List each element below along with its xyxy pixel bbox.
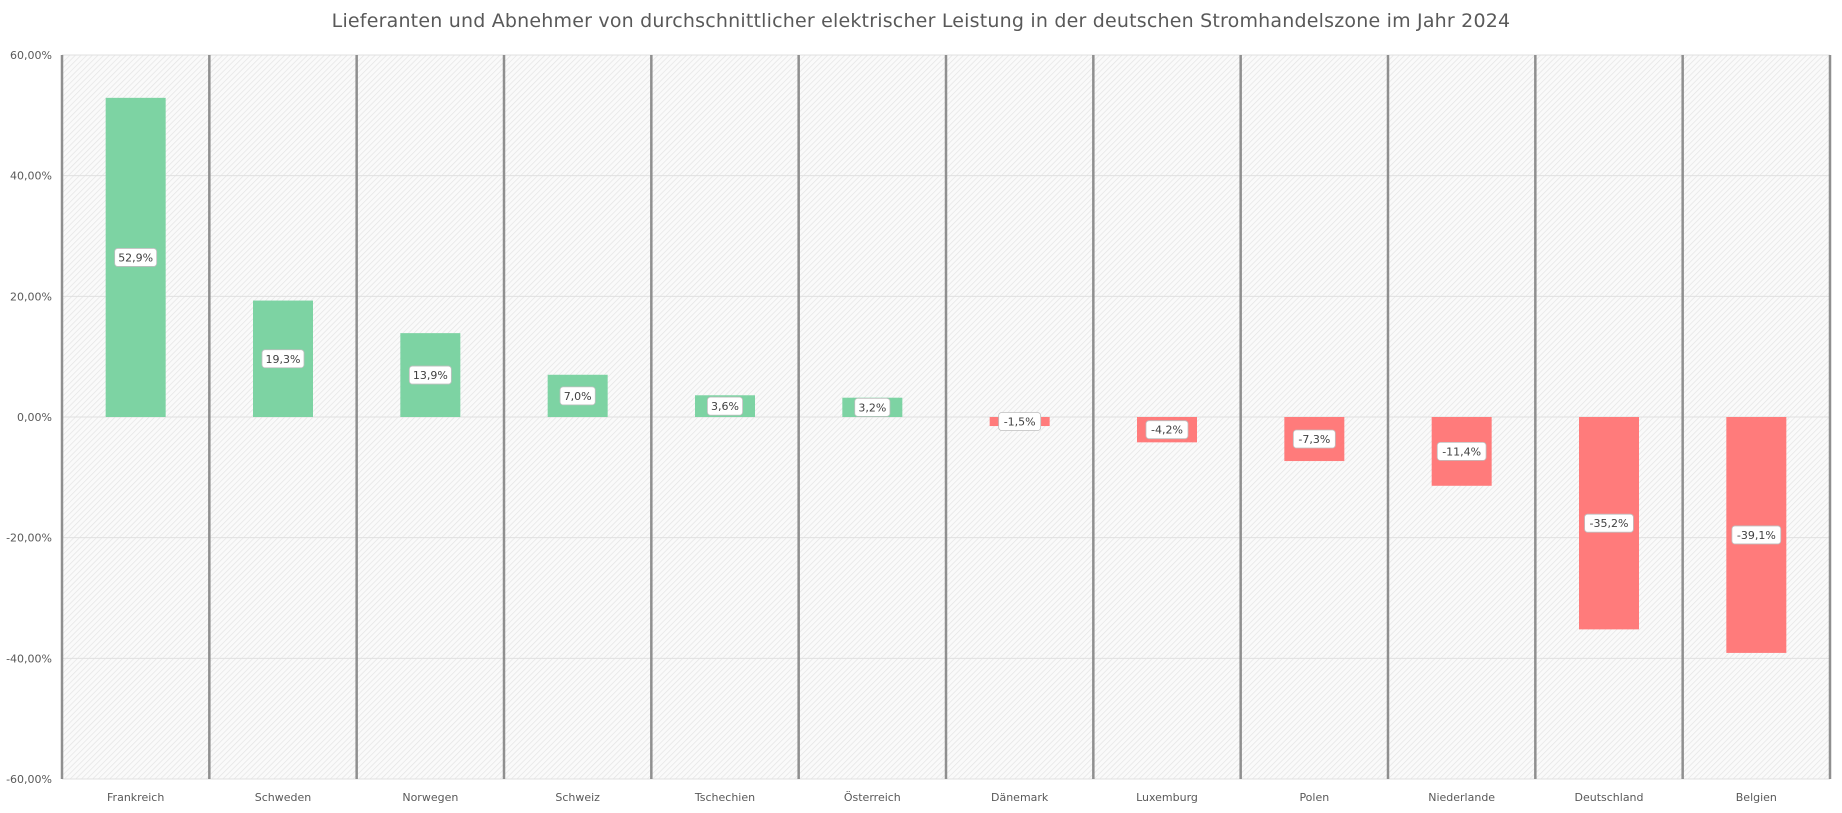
- data-label-box: [1436, 441, 1487, 461]
- data-label-box: [707, 396, 744, 416]
- data-label-box: [998, 412, 1042, 431]
- y-tick-label: -20,00%: [6, 532, 52, 545]
- x-tick-label: Niederlande: [1428, 791, 1495, 804]
- data-label: 52,9%: [118, 251, 153, 264]
- data-label: -4,2%: [1151, 424, 1183, 437]
- x-tick-label: Österreich: [844, 791, 901, 804]
- chart-title: Lieferanten und Abnehmer von durchschnit…: [331, 10, 1511, 32]
- data-label-box: [1292, 429, 1336, 449]
- x-tick-label: Frankreich: [107, 791, 164, 804]
- data-label: -1,5%: [1004, 416, 1036, 429]
- y-tick-label: 40,00%: [10, 170, 52, 183]
- data-label: 3,6%: [711, 400, 739, 413]
- data-label: -35,2%: [1590, 517, 1629, 530]
- y-tick-label: -60,00%: [6, 773, 52, 786]
- y-tick-label: 20,00%: [10, 290, 52, 303]
- data-label-box: [854, 397, 891, 417]
- x-tick-label: Schweiz: [555, 791, 600, 804]
- data-label-box: [1584, 513, 1634, 533]
- data-label: 7,0%: [564, 390, 592, 403]
- x-tick-label: Belgien: [1736, 791, 1777, 804]
- data-label: -7,3%: [1298, 433, 1330, 446]
- data-label-box: [261, 349, 305, 369]
- x-tick-label: Schweden: [255, 791, 312, 804]
- category-separators: [60, 55, 1832, 779]
- y-axis-tick-labels: 60,00% 40,00% 20,00% 0,00% -20,00% -40,00% -60…: [6, 49, 52, 786]
- data-label: -39,1%: [1737, 529, 1776, 542]
- x-axis-category-labels: Frankreich Schweden Norwegen Schweiz Tschech…: [107, 791, 1777, 804]
- x-tick-label: Luxemburg: [1136, 791, 1198, 804]
- x-tick-label: Dänemark: [991, 791, 1049, 804]
- x-tick-label: Polen: [1299, 791, 1329, 804]
- data-labels: 52,9% 19,3% 13,9% 7,0% 3,6% 3,2% -1,5% -4,2% -7,…: [114, 248, 1782, 545]
- data-label-box: [1731, 525, 1782, 545]
- data-label-box: [559, 386, 596, 406]
- data-label: 19,3%: [266, 353, 301, 366]
- x-tick-label: Deutschland: [1574, 791, 1643, 804]
- data-label-box: [408, 365, 452, 385]
- x-tick-label: Norwegen: [402, 791, 458, 804]
- data-label: 13,9%: [413, 369, 448, 382]
- data-label-box: [114, 248, 158, 267]
- data-label-box: [1145, 420, 1189, 440]
- y-tick-label: 0,00%: [17, 411, 52, 424]
- x-tick-label: Tschechien: [694, 791, 755, 804]
- data-label: -11,4%: [1442, 445, 1481, 458]
- y-tick-label: -40,00%: [6, 652, 52, 665]
- y-tick-label: 60,00%: [10, 49, 52, 62]
- data-label: 3,2%: [858, 401, 886, 414]
